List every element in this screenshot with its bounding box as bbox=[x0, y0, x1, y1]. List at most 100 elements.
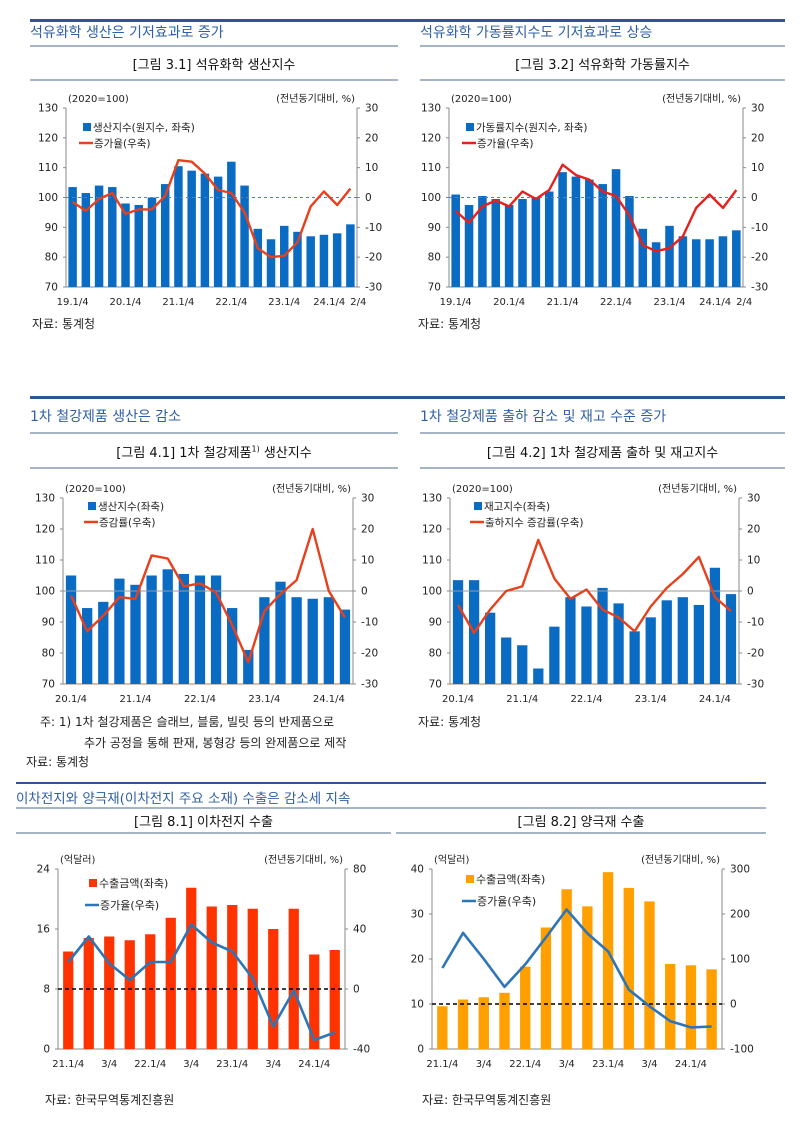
x-tick-label: 20.1/4 bbox=[110, 297, 142, 308]
bar bbox=[147, 197, 157, 287]
x-tick-label: 20.1/4 bbox=[55, 694, 87, 705]
x-tick-label: 24.1/4 bbox=[313, 694, 345, 705]
divider bbox=[420, 45, 785, 47]
x-tick-label: 21.1/4 bbox=[52, 1059, 84, 1070]
right-tick-label: 20 bbox=[751, 132, 764, 144]
bar bbox=[178, 573, 189, 684]
bar bbox=[200, 173, 210, 287]
legend-label: 수출금액(좌축) bbox=[476, 873, 545, 886]
bar bbox=[485, 612, 496, 684]
left-tick-label: 130 bbox=[38, 103, 58, 115]
line-series bbox=[67, 923, 336, 1042]
right-unit-label: (전년동기대비, %) bbox=[272, 483, 351, 495]
legend-label: 재고지수(좌축) bbox=[484, 501, 550, 513]
left-tick-label: 24 bbox=[37, 864, 51, 876]
legend-label: 생산지수(원지수, 좌축) bbox=[93, 122, 195, 134]
left-unit-label: (2020=100) bbox=[451, 94, 512, 105]
section-heading: 1차 철강제품 출하 감소 및 재고 수준 증가 bbox=[420, 409, 667, 425]
section-heading: 1차 철강제품 생산은 감소 bbox=[30, 409, 182, 425]
x-tick-label: 22.1/4 bbox=[184, 694, 216, 705]
bar bbox=[187, 170, 196, 287]
left-tick-label: 120 bbox=[422, 524, 442, 536]
bar bbox=[339, 609, 351, 684]
bar bbox=[499, 992, 510, 1049]
left-tick-label: 80 bbox=[429, 648, 442, 660]
right-tick-label: -100 bbox=[730, 1044, 754, 1056]
left-tick-label: 30 bbox=[411, 909, 424, 921]
right-tick-label: 0 bbox=[361, 586, 368, 598]
bar bbox=[531, 197, 541, 287]
bar bbox=[240, 185, 249, 287]
section-rule bbox=[16, 782, 766, 784]
source-note: 자료: 통계청 bbox=[26, 755, 90, 769]
bar bbox=[174, 166, 183, 287]
left-unit-label: (억달러) bbox=[434, 854, 470, 866]
bar bbox=[665, 225, 674, 287]
right-unit-label: (전년동기대비, %) bbox=[662, 93, 741, 105]
left-tick-label: 130 bbox=[421, 103, 441, 115]
left-tick-label: 120 bbox=[38, 132, 58, 144]
right-tick-label: 0 bbox=[730, 999, 737, 1011]
right-tick-label: 10 bbox=[751, 162, 764, 174]
divider bbox=[30, 432, 398, 434]
right-tick-label: 40 bbox=[353, 924, 366, 936]
line-series bbox=[454, 163, 738, 253]
bar bbox=[124, 940, 135, 1049]
bar bbox=[83, 938, 94, 1049]
right-tick-label: 0 bbox=[353, 984, 360, 996]
bar bbox=[307, 598, 318, 684]
right-tick-label: 20 bbox=[365, 132, 378, 144]
bar bbox=[68, 187, 77, 287]
left-tick-label: 100 bbox=[38, 192, 58, 204]
x-tick-label: 23.1/4 bbox=[248, 694, 280, 705]
legend-label: 출하지수 증감률(우축) bbox=[485, 516, 583, 529]
divider bbox=[420, 79, 785, 81]
bar bbox=[309, 954, 320, 1049]
bar bbox=[323, 597, 334, 684]
x-tick-label: 23.1/4 bbox=[216, 1059, 248, 1070]
bar bbox=[533, 668, 544, 684]
right-tick-label: 80 bbox=[353, 864, 366, 876]
figure-caption: [그림 4.2] 1차 철강제품 출하 및 재고지수 bbox=[486, 446, 719, 461]
line-series bbox=[71, 158, 352, 259]
left-tick-label: 90 bbox=[42, 617, 55, 629]
x-tick-label: 3/4 bbox=[183, 1059, 199, 1070]
left-tick-label: 70 bbox=[428, 282, 441, 294]
divider bbox=[30, 79, 398, 81]
right-unit-label: (전년동기대비, %) bbox=[264, 854, 343, 866]
legend-bar-swatch bbox=[83, 123, 91, 131]
right-unit-label: (전년동기대비, %) bbox=[658, 483, 737, 495]
bar bbox=[329, 950, 340, 1049]
left-tick-label: 0 bbox=[417, 1044, 424, 1056]
bar bbox=[291, 597, 302, 684]
x-tick-label: 21.1/4 bbox=[426, 1059, 458, 1070]
bar bbox=[565, 597, 576, 684]
bar bbox=[146, 575, 157, 684]
bar bbox=[725, 594, 737, 684]
legend-label: 증가율(우축) bbox=[477, 895, 536, 908]
bar bbox=[665, 963, 676, 1049]
x-tick-label: 22.1/4 bbox=[509, 1059, 541, 1070]
left-tick-label: 110 bbox=[35, 555, 55, 567]
bar bbox=[691, 239, 701, 287]
x-tick-label: 3/4 bbox=[559, 1059, 575, 1070]
x-tick-label: 2/4 bbox=[736, 297, 752, 308]
right-tick-label: -10 bbox=[361, 617, 378, 629]
bar bbox=[65, 575, 77, 684]
source-note: 자료: 통계청 bbox=[32, 317, 96, 331]
x-tick-label: 23.1/4 bbox=[268, 297, 300, 308]
bar bbox=[268, 929, 279, 1049]
bar bbox=[253, 228, 263, 287]
right-tick-label: 0 bbox=[747, 586, 754, 598]
bar bbox=[558, 172, 567, 287]
bar bbox=[549, 626, 560, 684]
bar bbox=[625, 196, 634, 287]
bar bbox=[501, 637, 512, 684]
x-tick-label: 20.1/4 bbox=[493, 297, 525, 308]
bar bbox=[571, 176, 581, 287]
chart-5: 0 8 16 24 -40 0 40 80 (억달러) (전년동기대비, %) 21.1/4 3/4 2… bbox=[37, 854, 371, 1070]
section-heading: 이차전지와 양극재(이차전지 주요 소재) 수출은 감소세 지속 bbox=[16, 791, 351, 807]
right-tick-label: 30 bbox=[751, 103, 764, 115]
bar bbox=[644, 901, 655, 1049]
x-tick-label: 22.1/4 bbox=[215, 297, 247, 308]
